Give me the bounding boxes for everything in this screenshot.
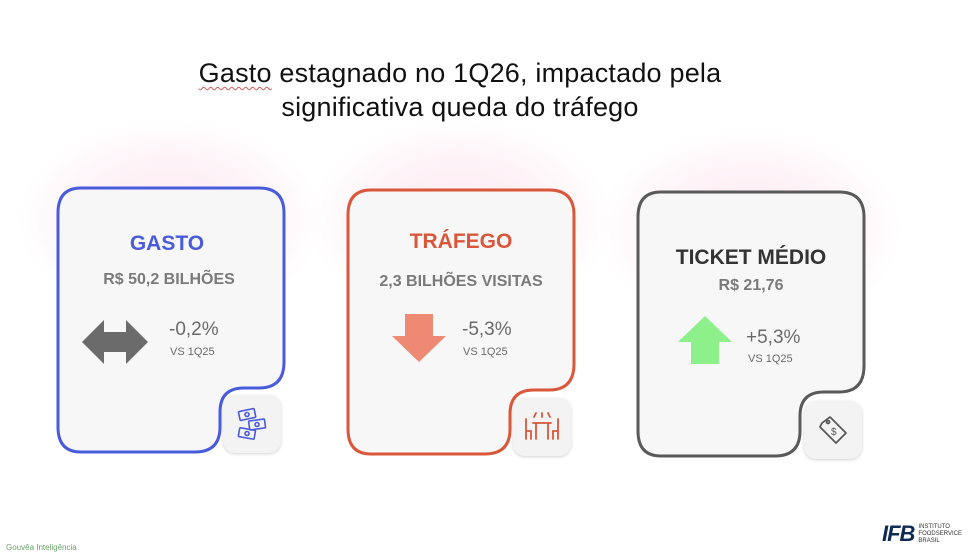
comparison-label: VS 1Q25 — [463, 346, 508, 358]
source-label: Gouvêa Inteligência — [6, 543, 77, 552]
card-outline — [636, 190, 866, 458]
up-arrow-icon — [678, 316, 732, 364]
logo-text-line: BRASIL — [918, 537, 940, 544]
title-line1: estagnado no 1Q26, impactado pela — [271, 58, 722, 88]
page-title: Gasto estagnado no 1Q26, impactado pela … — [120, 56, 800, 124]
svg-text:$: $ — [831, 427, 837, 438]
card-title: GASTO — [129, 232, 205, 255]
logo-text: INSTITUTO FOODSERVICE BRASIL — [918, 524, 962, 545]
logo-text-line: FOODSERVICE — [918, 530, 962, 537]
dining-table-badge — [513, 398, 571, 456]
card-value: 2,3 BILHÕES VISITAS — [379, 273, 543, 290]
price-tag-badge: $ — [804, 401, 862, 459]
card-value: R$ 21,76 — [718, 277, 784, 294]
card-outline — [56, 186, 286, 454]
logo-mark: IFB — [881, 521, 915, 546]
kpi-card-gasto: GASTO R$ 50,2 BILHÕES -0,2% VS 1Q25 — [56, 186, 286, 454]
dining-table-icon — [525, 412, 559, 440]
change-percentage: -5,3% — [462, 319, 512, 340]
price-tag-icon: $ — [819, 416, 847, 444]
comparison-label: VS 1Q25 — [748, 353, 793, 365]
ifb-logo: IFB INSTITUTO FOODSERVICE BRASIL — [882, 521, 962, 547]
comparison-label: VS 1Q25 — [170, 346, 215, 358]
card-outline — [346, 188, 576, 456]
change-percentage: -0,2% — [169, 319, 219, 340]
card-value: R$ 50,2 BILHÕES — [103, 271, 235, 288]
left-right-arrow-icon — [82, 320, 148, 364]
kpi-card-ticket-medio: TICKET MÉDIO R$ 21,76 +5,3% VS 1Q25 — [636, 190, 866, 458]
down-arrow-icon — [392, 314, 446, 362]
change-percentage: +5,3% — [746, 327, 801, 348]
logo-text-line: INSTITUTO — [918, 523, 950, 530]
card-title: TICKET MÉDIO — [675, 246, 827, 269]
card-title: TRÁFEGO — [409, 230, 513, 253]
money-bills-icon — [237, 407, 267, 440]
money-bills-badge — [223, 395, 281, 453]
kpi-card-trafego: TRÁFEGO 2,3 BILHÕES VISITAS -5,3% VS 1Q2… — [346, 188, 576, 456]
title-line2: significativa queda do tráfego — [281, 92, 639, 122]
title-underlined-word: Gasto — [198, 58, 272, 88]
